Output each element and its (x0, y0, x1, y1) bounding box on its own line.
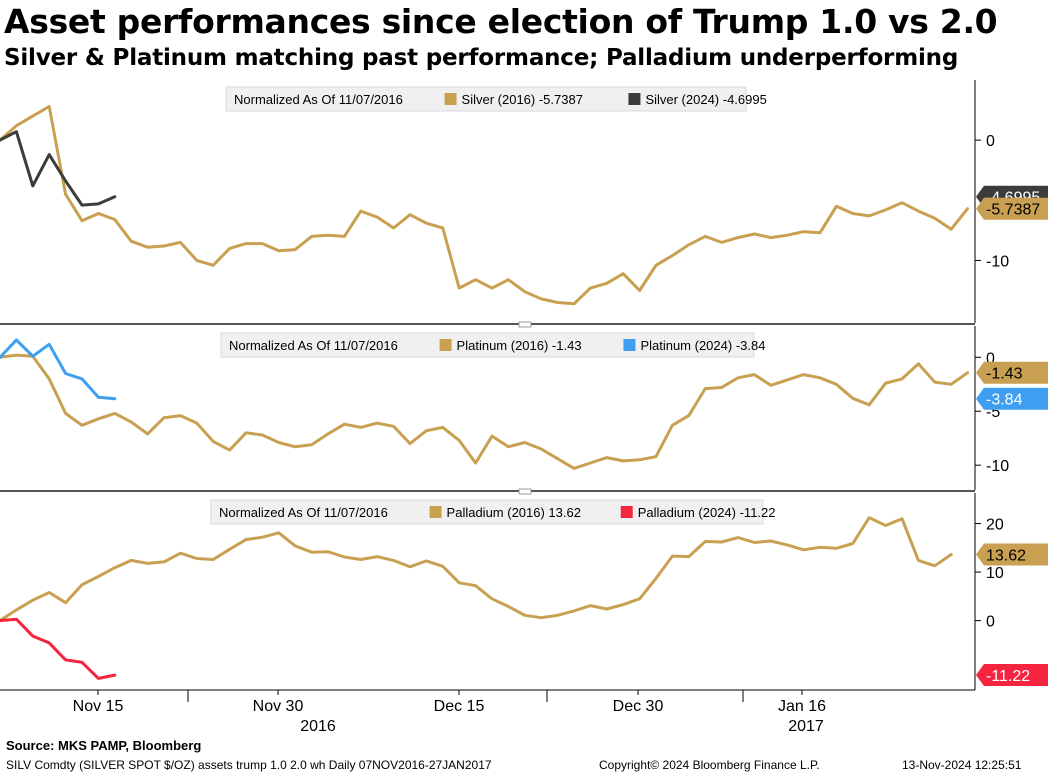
series-line (0, 338, 117, 401)
legend-entry: Palladium (2024) -11.22 (638, 505, 776, 520)
x-tick-label: Nov 30 (253, 698, 304, 715)
legend-swatch (444, 93, 457, 105)
series-line (0, 617, 117, 680)
legend-swatch (628, 93, 641, 105)
page-title: Asset performances since election of Tru… (4, 2, 998, 41)
page-subtitle: Silver & Platinum matching past performa… (4, 45, 959, 71)
last-value-label: -1.43 (986, 366, 1023, 383)
legend-swatch (429, 506, 442, 518)
legend-entry: Palladium (2016) 13.62 (447, 505, 581, 520)
series-line (0, 516, 953, 623)
x-tick-label: Nov 15 (73, 698, 124, 715)
last-value-label: 13.62 (986, 548, 1026, 565)
legend-box (220, 332, 755, 358)
y-tick-label: -10 (986, 458, 1009, 475)
legend-box (210, 499, 764, 525)
series-line (0, 130, 117, 207)
last-value-label: -5.7387 (986, 202, 1040, 219)
legend-box (225, 86, 747, 112)
legend-swatch (439, 339, 452, 351)
chart-panel: 20 10 0 -11.22 13.62 Normalized As Of 11/07/2… (0, 493, 1048, 690)
x-year-label: 2017 (788, 718, 824, 735)
last-value-label: -3.84 (986, 392, 1023, 409)
legend-swatch (620, 506, 633, 518)
y-tick-label: 20 (986, 517, 1004, 534)
x-axis: Nov 15 Nov 30 Dec 15 Dec 30 Jan 16 2016 … (0, 689, 975, 735)
last-value-label: -11.22 (986, 668, 1030, 685)
legend-swatch (623, 339, 636, 351)
last-value-tag (976, 387, 1048, 410)
series-line (0, 105, 970, 306)
legend-entry: Silver (2024) -4.6995 (645, 92, 766, 107)
y-tick-label: 0 (986, 133, 995, 150)
series-line (0, 353, 970, 470)
footer-ticker-info: SILV Comdty (SILVER SPOT $/OZ) assets tr… (6, 758, 492, 772)
y-tick-label: 0 (986, 614, 995, 631)
x-tick-label: Dec 15 (434, 698, 485, 715)
panel-resize-handle (518, 321, 532, 328)
y-tick-label: 10 (986, 565, 1004, 582)
y-tick-label: 0 (986, 350, 995, 367)
legend-prefix: Normalized As Of 11/07/2016 (234, 92, 403, 107)
legend-entry: Platinum (2024) -3.84 (640, 338, 765, 353)
footer-timestamp: 13-Nov-2024 12:25:51 (902, 758, 1022, 772)
last-value-tag (976, 361, 1048, 384)
footer-copyright: Copyright© 2024 Bloomberg Finance L.P. (599, 758, 820, 772)
legend-entry: Silver (2016) -5.7387 (462, 92, 583, 107)
y-tick-label: -10 (986, 253, 1009, 270)
last-value-tag (976, 543, 1048, 566)
source-note: Source: MKS PAMP, Bloomberg (6, 738, 202, 753)
x-year-label: 2016 (300, 718, 336, 735)
last-value-tag (976, 664, 1048, 687)
panel-resize-handle (518, 488, 532, 495)
x-tick-label: Dec 30 (613, 698, 664, 715)
x-tick-label: Jan 16 (778, 698, 826, 715)
legend-prefix: Normalized As Of 11/07/2016 (229, 338, 398, 353)
legend-entry: Platinum (2016) -1.43 (457, 338, 582, 353)
legend-prefix: Normalized As Of 11/07/2016 (219, 505, 388, 520)
last-value-tag (976, 197, 1048, 220)
